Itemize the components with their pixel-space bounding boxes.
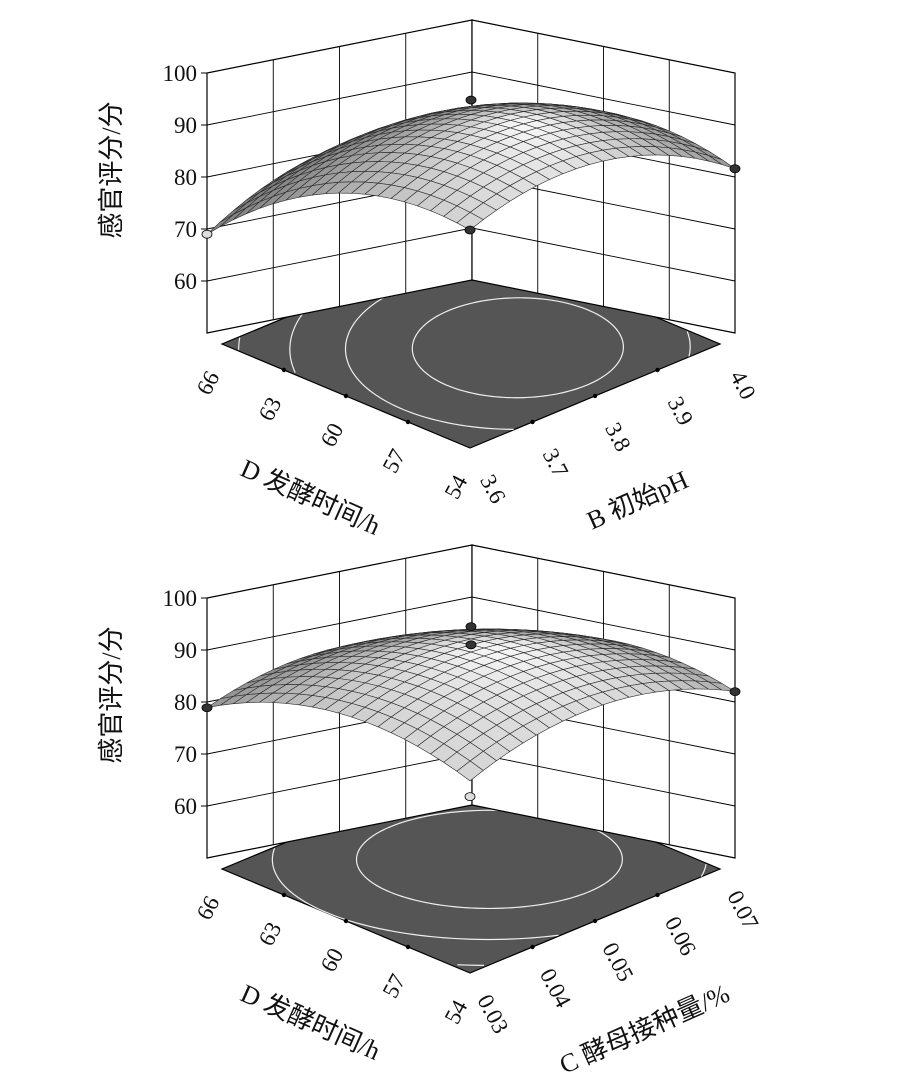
z-tick-label: 70 <box>174 742 197 767</box>
z-tick-label: 100 <box>163 586 198 611</box>
x-tick-label: 57 <box>378 970 411 1002</box>
y-tick-label: 0.07 <box>722 886 763 933</box>
contour-line <box>457 964 484 966</box>
design-data-point <box>201 703 213 713</box>
contour-line <box>271 848 559 941</box>
surface-patch <box>456 212 484 231</box>
design-data-point <box>465 95 477 105</box>
floor-tick-mark <box>530 944 535 950</box>
z-tick-label: 70 <box>174 217 197 242</box>
x-tick-label: 66 <box>192 892 225 924</box>
contour-line <box>289 309 306 373</box>
y-tick-label: 0.03 <box>472 990 513 1037</box>
design-data-point <box>464 792 476 801</box>
floor-tick-mark <box>405 944 411 950</box>
y-tick-label: 0.04 <box>535 964 576 1012</box>
x-axis-title: D 发酵时间/h <box>236 979 384 1066</box>
design-data-point <box>729 164 741 174</box>
design-data-point <box>465 622 477 631</box>
y-axis-title: C 酵母接种量/% <box>555 979 734 1080</box>
z-tick-label: 60 <box>174 794 197 819</box>
floor-tick-mark <box>655 892 660 898</box>
floor-tick-mark <box>343 918 349 924</box>
floor-tick-mark <box>405 419 411 425</box>
floor-tick-mark <box>281 892 287 898</box>
floor-tick-mark <box>592 393 598 399</box>
x-tick-label: 54 <box>440 995 473 1027</box>
design-data-point <box>465 640 477 650</box>
design-data-point <box>201 229 213 239</box>
design-data-point <box>464 225 476 235</box>
x-tick-label: 63 <box>254 918 287 950</box>
floor-tick-mark <box>592 918 598 924</box>
contour-line <box>237 337 241 350</box>
floor-tick-mark <box>530 419 535 425</box>
floor-tick-mark <box>281 367 287 373</box>
y-tick-label: 0.06 <box>660 912 701 959</box>
design-data-point <box>729 687 741 696</box>
z-tick-label: 100 <box>163 61 198 86</box>
floor-tick-mark <box>343 393 349 399</box>
y-tick-label: 0.05 <box>597 938 638 985</box>
x-tick-label: 60 <box>316 944 349 976</box>
contour-line <box>700 863 707 877</box>
z-tick-label: 90 <box>174 638 197 663</box>
wall-gridline <box>206 596 736 651</box>
surface-patch <box>456 760 484 782</box>
contour-line <box>344 293 514 430</box>
z-tick-label: 60 <box>174 269 197 294</box>
z-axis-title: 感官评分/分 <box>97 626 126 763</box>
wall-gridline <box>206 71 736 126</box>
floor-tick-mark <box>655 367 660 373</box>
contour-line <box>686 331 691 357</box>
contour-line <box>411 297 624 399</box>
z-tick-label: 80 <box>174 690 197 715</box>
z-tick-label: 80 <box>174 165 197 190</box>
z-tick-label: 90 <box>174 113 197 138</box>
z-axis-title: 感官评分/分 <box>97 101 126 238</box>
